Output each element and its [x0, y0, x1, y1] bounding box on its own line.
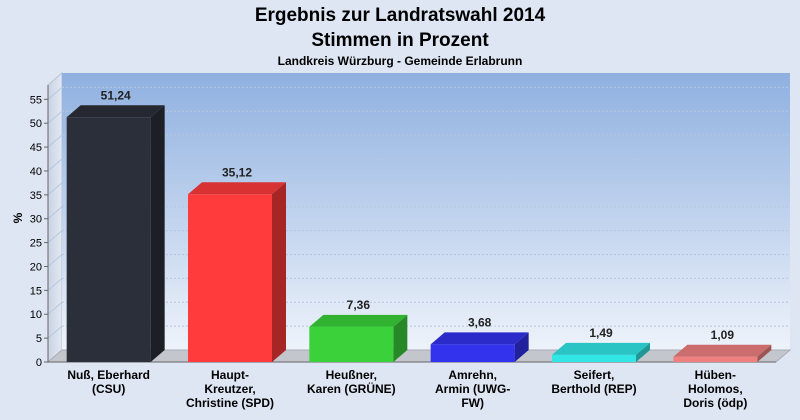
x-tick-label: Heußner, Karen (GRÜNE) [307, 368, 396, 396]
bar [188, 182, 286, 362]
chart-title-line1: Ergebnis zur Landratswahl 2014 [255, 5, 546, 26]
x-tick-label: Seifert, Berthold (REP) [551, 368, 636, 396]
x-tick-label: Hüben-Holomos, Doris (ödp) [683, 368, 747, 410]
x-tick-label: Amrehn, Armin (UWG-FW) [435, 368, 510, 410]
bar [673, 344, 772, 362]
bar-front [309, 326, 394, 362]
x-tick-label-line: FW) [461, 396, 484, 410]
y-tick-label: 15 [30, 285, 42, 297]
plot-background [62, 73, 790, 350]
y-tick-label: 5 [36, 333, 42, 345]
bar-front [673, 356, 758, 362]
grid-line-side [47, 254, 63, 267]
chart-title-line2: Stimmen in Prozent [311, 30, 489, 51]
bar-top [309, 314, 408, 327]
grid-lines [47, 86, 790, 339]
x-tick-label: Nuß, Eberhard (CSU) [67, 368, 150, 396]
y-tick-label: 55 [30, 94, 42, 106]
bar-top [430, 332, 529, 345]
y-tick-label: 50 [30, 118, 42, 130]
x-tick-label-line: Hüben- [695, 368, 736, 382]
bar [552, 342, 650, 362]
x-tick-label-line: Seifert, [574, 368, 615, 382]
grid-line-side [47, 110, 63, 124]
grid-line-side [47, 158, 63, 172]
data-label: 1,09 [711, 328, 735, 342]
y-tick-label: 40 [30, 166, 42, 178]
y-tick-label: 20 [30, 261, 42, 273]
bars [66, 105, 772, 363]
bar-side [514, 332, 529, 362]
grid-line-side [47, 182, 63, 196]
grid-line-side [47, 301, 63, 315]
x-tick-label-line: (CSU) [92, 382, 125, 396]
x-tick-label-line: Christine (SPD) [186, 396, 274, 410]
grid-line-side [47, 206, 63, 220]
category-labels: Nuß, Eberhard (CSU) Haupt-Kreutzer, Christi… [67, 368, 747, 410]
data-label: 3,68 [468, 315, 492, 329]
x-tick-label-line: Armin (UWG- [435, 382, 510, 396]
data-label: 7,36 [347, 298, 371, 312]
bar-side [150, 105, 165, 363]
x-tick-label-line: Haupt- [211, 368, 249, 382]
x-tick-label-line: Nuß, Eberhard [67, 368, 150, 382]
y-tick-label: 10 [30, 309, 42, 321]
data-label: 35,12 [222, 165, 252, 179]
bar-top [673, 344, 772, 357]
x-tick-label-line: Heußner, [326, 368, 377, 382]
y-tick-label: 25 [30, 238, 42, 250]
bar-front [430, 344, 515, 362]
x-tick-label-line: Karen (GRÜNE) [307, 381, 396, 396]
grid-line-side [47, 277, 63, 291]
x-tick-label: Haupt-Kreutzer, Christine (SPD) [186, 368, 274, 410]
bar [309, 314, 408, 362]
bar-side [393, 314, 408, 362]
grid-line-side [47, 134, 63, 148]
y-tick-label: 45 [30, 142, 42, 154]
bar-top [552, 342, 650, 355]
bar-side [636, 342, 650, 362]
x-tick-label-line: Amrehn, [448, 368, 497, 382]
data-label: 51,24 [101, 88, 131, 102]
bar-front [552, 354, 636, 362]
y-tick-label: 35 [30, 190, 42, 202]
data-label: 1,49 [589, 326, 613, 340]
grid-line-side [47, 230, 63, 243]
y-ticks: 0 5 10 15 20 25 30 35 40 45 50 55 [30, 94, 48, 369]
y-tick-label: 30 [30, 214, 42, 226]
y-axis-label: % [11, 212, 25, 223]
bar-side [757, 344, 772, 362]
bar-front [66, 117, 151, 363]
bar-top [188, 182, 286, 195]
bar-front [188, 194, 272, 362]
x-tick-label-line: Doris (ödp) [683, 396, 747, 410]
chart-subtitle: Landkreis Würzburg - Gemeinde Erlabrunn [278, 54, 523, 68]
y-tick-label: 0 [36, 357, 42, 369]
value-labels: 51,24 35,12 7,36 3,68 1,49 1,09 [101, 88, 735, 342]
x-tick-label-line: Holomos, [688, 382, 743, 396]
bar-top [66, 105, 165, 118]
x-tick-label-line: Berthold (REP) [551, 382, 636, 396]
x-tick-label-line: Kreutzer, [204, 382, 255, 396]
bar-side [272, 182, 286, 362]
bar [430, 332, 529, 362]
bar [66, 105, 165, 363]
grid-line-side [47, 325, 63, 339]
grid-line-side [47, 86, 63, 100]
